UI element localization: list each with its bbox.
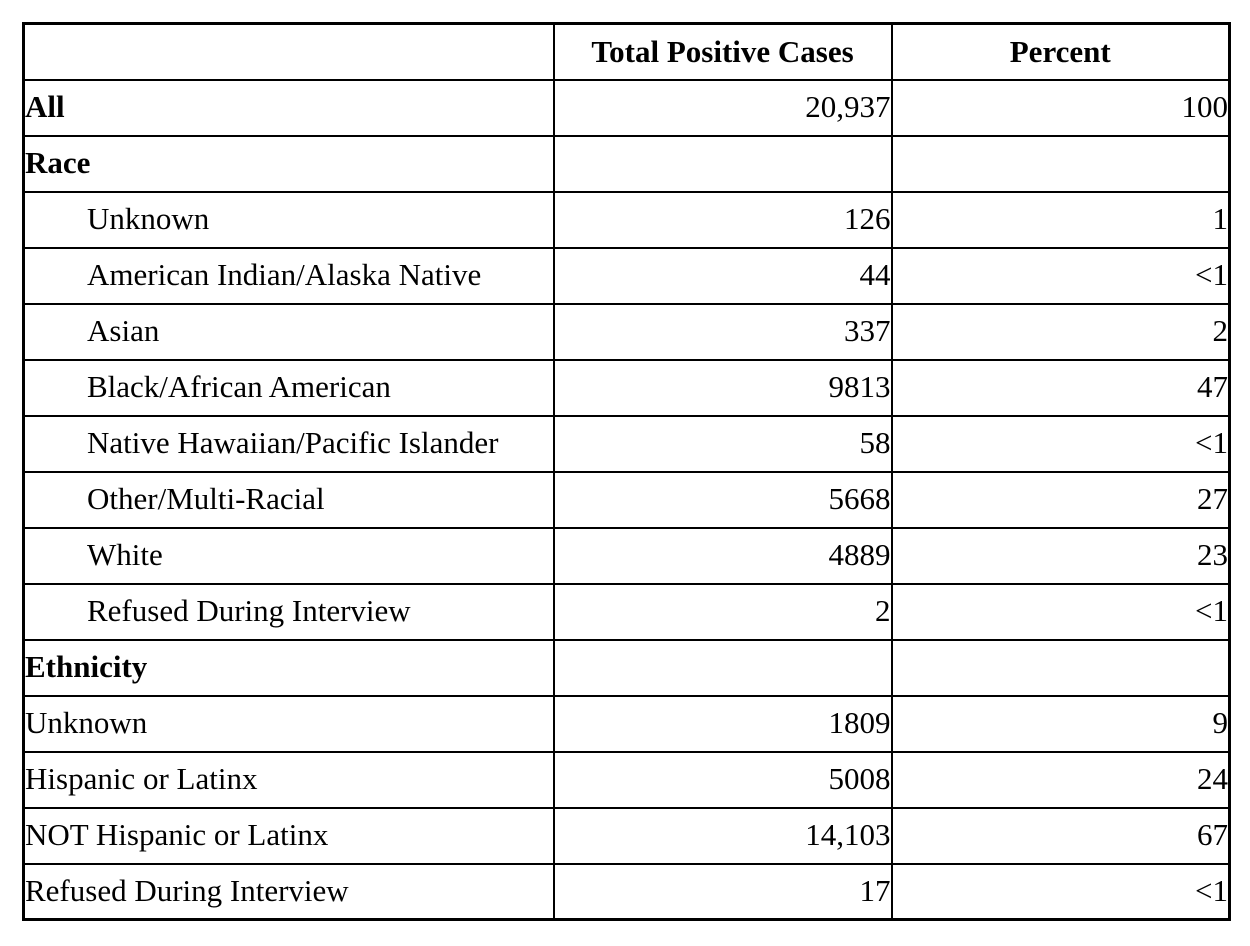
row-label: Black/African American	[22, 358, 555, 417]
percent-cell: <1	[890, 582, 1231, 641]
header-total-positive-cases: Total Positive Cases	[552, 22, 893, 81]
table-row-race-unknown: Unknown 126 1	[22, 190, 1231, 249]
total-cell: 20,937	[552, 78, 893, 137]
table-row-hispanic-or-latinx: Hispanic or Latinx 5008 24	[22, 750, 1231, 809]
row-label: Unknown	[22, 190, 555, 249]
positive-cases-table: Total Positive Cases Percent All 20,937 …	[22, 22, 1231, 921]
total-cell: 126	[552, 190, 893, 249]
total-cell: 44	[552, 246, 893, 305]
section-label: Ethnicity	[22, 638, 555, 697]
total-cell: 2	[552, 582, 893, 641]
table-row-all: All 20,937 100	[22, 78, 1231, 137]
percent-cell: 2	[890, 302, 1231, 361]
percent-cell: 47	[890, 358, 1231, 417]
total-cell: 17	[552, 862, 893, 921]
table-row-white: White 4889 23	[22, 526, 1231, 585]
total-cell: 14,103	[552, 806, 893, 865]
percent-cell: 9	[890, 694, 1231, 753]
table-row-ethnicity-refused-during-interview: Refused During Interview 17 <1	[22, 862, 1231, 921]
total-cell: 5008	[552, 750, 893, 809]
row-label: All	[22, 78, 555, 137]
percent-cell: 24	[890, 750, 1231, 809]
table-row-native-hawaiian-pacific-islander: Native Hawaiian/Pacific Islander 58 <1	[22, 414, 1231, 473]
total-cell	[552, 134, 893, 193]
total-cell: 9813	[552, 358, 893, 417]
row-label: Unknown	[22, 694, 555, 753]
percent-cell: <1	[890, 414, 1231, 473]
row-label: Other/Multi-Racial	[22, 470, 555, 529]
row-label: Asian	[22, 302, 555, 361]
table-row-other-multi-racial: Other/Multi-Racial 5668 27	[22, 470, 1231, 529]
table-row-race-refused-during-interview: Refused During Interview 2 <1	[22, 582, 1231, 641]
percent-cell: <1	[890, 246, 1231, 305]
table-row-black-african-american: Black/African American 9813 47	[22, 358, 1231, 417]
total-cell: 4889	[552, 526, 893, 585]
section-label: Race	[22, 134, 555, 193]
percent-cell: <1	[890, 862, 1231, 921]
percent-cell: 100	[890, 78, 1231, 137]
total-cell: 58	[552, 414, 893, 473]
percent-cell: 1	[890, 190, 1231, 249]
percent-cell: 23	[890, 526, 1231, 585]
header-row: Total Positive Cases Percent	[22, 22, 1231, 81]
table-row-ethnicity-unknown: Unknown 1809 9	[22, 694, 1231, 753]
percent-cell	[890, 134, 1231, 193]
table-row-ethnicity-section: Ethnicity	[22, 638, 1231, 697]
header-percent: Percent	[890, 22, 1231, 81]
table-row-american-indian-alaska-native: American Indian/Alaska Native 44 <1	[22, 246, 1231, 305]
total-cell	[552, 638, 893, 697]
row-label: Hispanic or Latinx	[22, 750, 555, 809]
total-cell: 1809	[552, 694, 893, 753]
percent-cell	[890, 638, 1231, 697]
row-label: White	[22, 526, 555, 585]
total-cell: 337	[552, 302, 893, 361]
table-row-not-hispanic-or-latinx: NOT Hispanic or Latinx 14,103 67	[22, 806, 1231, 865]
row-label: Refused During Interview	[22, 582, 555, 641]
row-label: NOT Hispanic or Latinx	[22, 806, 555, 865]
row-label: American Indian/Alaska Native	[22, 246, 555, 305]
header-category	[22, 22, 555, 81]
total-cell: 5668	[552, 470, 893, 529]
table-row-asian: Asian 337 2	[22, 302, 1231, 361]
row-label: Refused During Interview	[22, 862, 555, 921]
percent-cell: 67	[890, 806, 1231, 865]
percent-cell: 27	[890, 470, 1231, 529]
table-row-race-section: Race	[22, 134, 1231, 193]
row-label: Native Hawaiian/Pacific Islander	[22, 414, 555, 473]
